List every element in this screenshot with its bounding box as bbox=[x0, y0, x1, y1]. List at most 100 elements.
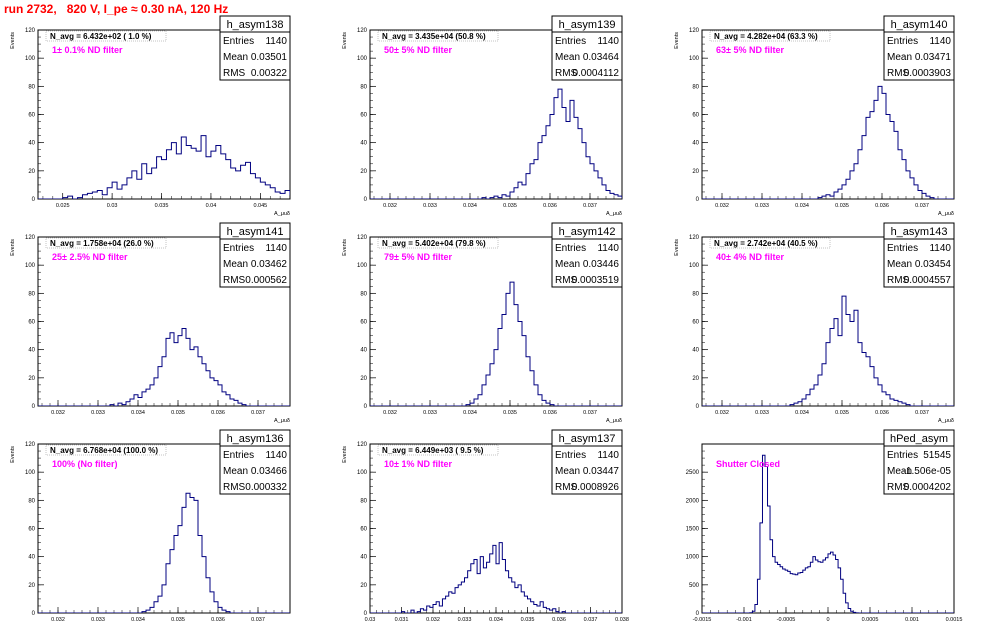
stat-value: 51545 bbox=[923, 450, 951, 461]
x-tick-label: 0.034 bbox=[463, 203, 477, 209]
histogram-panel: 0 20 40 60 80 100 120 0.032 0.033 0.034 0.035 0.036… bbox=[10, 429, 291, 622]
y-tick-label: 1500 bbox=[686, 527, 700, 533]
x-tick-label: 0.033 bbox=[423, 203, 437, 209]
y-tick-label: 1000 bbox=[686, 555, 700, 561]
y-tick-label: 60 bbox=[692, 320, 699, 326]
x-tick-label: 0.037 bbox=[584, 617, 598, 622]
stat-label: Mean bbox=[887, 466, 912, 477]
histogram-series bbox=[702, 454, 954, 613]
stat-value: 0.03471 bbox=[915, 52, 952, 63]
hist-name: h_asym136 bbox=[227, 433, 284, 445]
histogram-series bbox=[370, 542, 622, 613]
x-tick-label: 0.032 bbox=[715, 203, 729, 209]
y-tick-label: 20 bbox=[692, 376, 699, 382]
navg-text: N_avg = 3.435e+04 (50.8 %) bbox=[382, 32, 486, 41]
y-axis-label: Events bbox=[342, 446, 348, 463]
x-axis-label: A_μuδ bbox=[606, 211, 622, 217]
x-tick-label: 0.037 bbox=[251, 617, 265, 622]
x-tick-label: 0.032 bbox=[51, 410, 65, 416]
stat-label: Entries bbox=[887, 450, 918, 461]
x-tick-label: 0.033 bbox=[755, 410, 769, 416]
x-tick-label: 0.032 bbox=[383, 410, 397, 416]
y-tick-label: 40 bbox=[28, 141, 35, 147]
stat-value: 1140 bbox=[265, 243, 287, 254]
y-axis-label: Events bbox=[10, 32, 16, 49]
y-tick-label: 60 bbox=[28, 320, 35, 326]
x-axis-label: A_μuδ bbox=[274, 211, 290, 217]
stat-value: 0.03446 bbox=[583, 259, 620, 270]
filter-text: Shutter Closed bbox=[716, 459, 780, 469]
x-tick-label: 0.034 bbox=[463, 410, 477, 416]
navg-box bbox=[377, 30, 499, 42]
stats-box-frame bbox=[219, 222, 291, 288]
histogram-series bbox=[38, 492, 290, 613]
y-tick-label: 60 bbox=[28, 527, 35, 533]
stats-box: h_asym137 Entries 1140 Mean 0.03447 RMS0.0008… bbox=[551, 429, 623, 495]
stat-label: RMS bbox=[887, 482, 910, 493]
histogram-panel: 0 20 40 60 80 100 120 0.03 0.031 0.032 0.033 0.034 0… bbox=[342, 429, 629, 622]
stat-value: 1140 bbox=[265, 36, 287, 47]
x-tick-label: 0.033 bbox=[91, 617, 105, 622]
filter-text: 25± 2.5% ND filter bbox=[52, 252, 128, 262]
stats-box-frame bbox=[219, 15, 291, 81]
stats-box: h_asym139 Entries 1140 Mean 0.03464 RMS0.0004… bbox=[551, 15, 623, 81]
y-tick-label: 20 bbox=[28, 169, 35, 175]
x-tick-label: 0.038 bbox=[615, 617, 629, 622]
y-tick-label: 20 bbox=[360, 376, 367, 382]
y-tick-label: 500 bbox=[689, 583, 700, 589]
histogram-series bbox=[38, 135, 290, 199]
x-tick-label: 0.001 bbox=[905, 617, 919, 622]
histogram-series bbox=[370, 281, 622, 406]
y-tick-label: 100 bbox=[25, 470, 36, 476]
y-tick-label: 2000 bbox=[686, 498, 700, 504]
x-tick-label: 0.032 bbox=[715, 410, 729, 416]
y-tick-label: 20 bbox=[28, 583, 35, 589]
stat-value: 1140 bbox=[929, 243, 951, 254]
run-title: run 2732, 820 V, I_pe ≈ 0.30 nA, 120 Hz bbox=[4, 2, 229, 16]
y-tick-label: 20 bbox=[360, 583, 367, 589]
y-tick-label: 40 bbox=[360, 348, 367, 354]
histogram-panel: 0 20 40 60 80 100 120 0.032 0.033 0.034 0.035 0.036… bbox=[10, 222, 291, 424]
x-tick-label: 0.025 bbox=[56, 203, 70, 209]
x-tick-label: 0.033 bbox=[91, 410, 105, 416]
x-tick-label: 0.035 bbox=[503, 410, 517, 416]
y-tick-label: 100 bbox=[357, 263, 368, 269]
y-tick-label: 20 bbox=[692, 169, 699, 175]
y-tick-label: 40 bbox=[28, 555, 35, 561]
y-tick-label: 100 bbox=[689, 56, 700, 62]
x-tick-label: 0.03 bbox=[107, 203, 118, 209]
x-tick-label: 0.034 bbox=[489, 617, 503, 622]
y-tick-label: 80 bbox=[28, 84, 35, 90]
y-tick-label: 60 bbox=[692, 113, 699, 119]
filter-text: 50± 5% ND filter bbox=[384, 45, 452, 55]
y-tick-label: 120 bbox=[689, 28, 700, 34]
stats-box: h_asym142 Entries 1140 Mean 0.03446 RMS0.0003… bbox=[551, 222, 623, 288]
y-axis-label: Events bbox=[10, 239, 16, 256]
y-tick-label: 120 bbox=[25, 442, 36, 448]
navg-text: N_avg = 6.432e+02 ( 1.0 %) bbox=[50, 32, 152, 41]
x-axis-label: A_μuδ bbox=[938, 418, 954, 424]
y-tick-label: 100 bbox=[25, 263, 36, 269]
filter-text: 10± 1% ND filter bbox=[384, 459, 452, 469]
x-tick-label: 0.034 bbox=[131, 617, 145, 622]
y-tick-label: 20 bbox=[28, 376, 35, 382]
hist-name: h_asym137 bbox=[559, 433, 616, 445]
y-tick-label: 0 bbox=[32, 197, 36, 203]
y-tick-label: 40 bbox=[692, 141, 699, 147]
stat-value: 0.0008926 bbox=[572, 482, 620, 493]
y-tick-label: 120 bbox=[357, 442, 368, 448]
navg-box bbox=[377, 237, 499, 249]
histogram-series bbox=[370, 88, 622, 199]
stat-label: Entries bbox=[555, 450, 586, 461]
x-tick-label: 0.037 bbox=[915, 203, 929, 209]
stats-box: h_asym136 Entries 1140 Mean 0.03466 RMS 0.0003… bbox=[219, 429, 291, 495]
stat-label: Entries bbox=[223, 450, 254, 461]
stat-value: 1140 bbox=[929, 36, 951, 47]
stat-label: Entries bbox=[223, 243, 254, 254]
navg-box bbox=[709, 237, 831, 249]
stat-value: 0.0003903 bbox=[904, 68, 952, 79]
histogram-panel: 0 20 40 60 80 100 120 0.032 0.033 0.034 0.035 0.036… bbox=[342, 15, 623, 217]
y-axis-label: Events bbox=[342, 239, 348, 256]
y-tick-label: 40 bbox=[28, 348, 35, 354]
y-tick-label: 80 bbox=[692, 291, 699, 297]
